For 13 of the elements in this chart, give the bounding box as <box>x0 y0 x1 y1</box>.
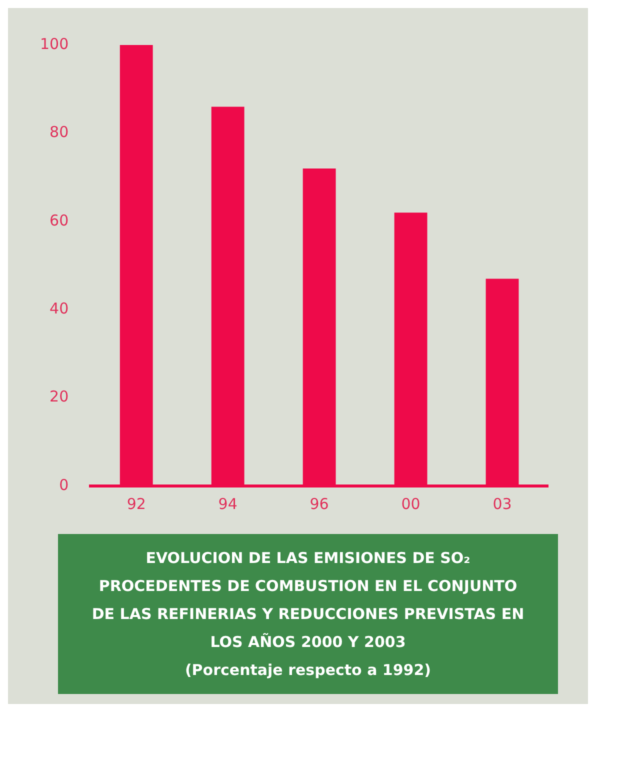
y-tick-label: 100 <box>40 34 69 53</box>
y-tick-label: 0 <box>59 476 69 494</box>
x-tick-label: 94 <box>218 494 238 513</box>
y-tick-label: 60 <box>50 211 69 230</box>
x-tick-label: 96 <box>310 494 329 513</box>
y-tick-label: 40 <box>50 299 69 318</box>
x-tick-label: 92 <box>126 494 146 513</box>
y-tick-label: 80 <box>50 123 69 142</box>
x-tick-label: 03 <box>492 494 512 513</box>
text: (Porcentaje respecto a 1992) <box>184 660 432 681</box>
y-tick-label: 20 <box>50 388 69 406</box>
x-tick-label: 00 <box>401 494 420 513</box>
text: EVOLUCION DE LAS EMISIONES DE SO₂ PROCEDENTES DE COMBUSTION EN EL CONJUNTO DE LAS REFINERIAS Y REDUCCIONES PREVISTAS EN LOS AÑOS 2000 Y 2003 <box>90 548 526 653</box>
